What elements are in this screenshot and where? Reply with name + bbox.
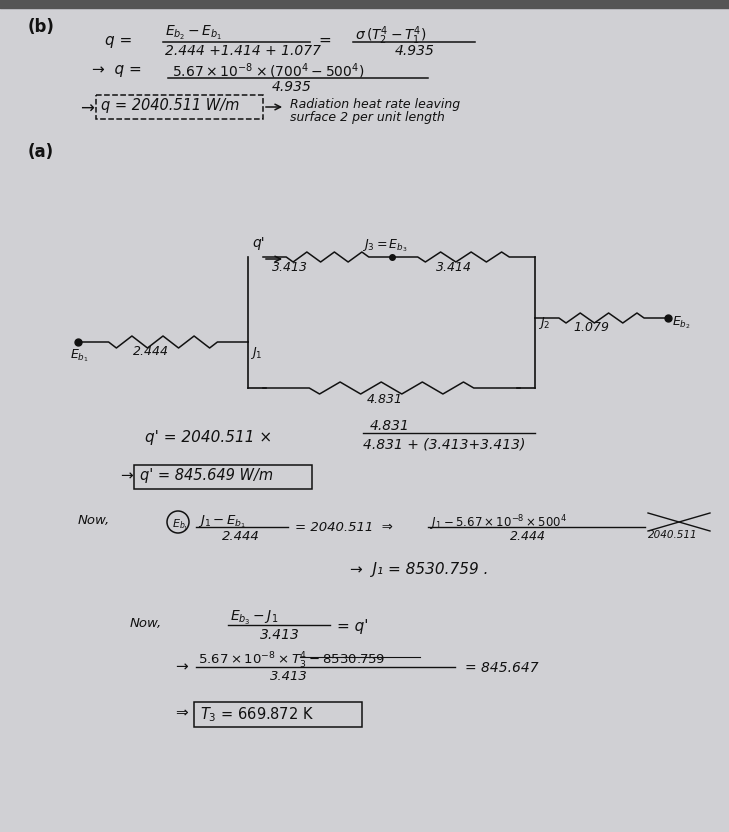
Text: 3.413: 3.413 [272,261,308,274]
Text: = q': = q' [337,619,368,634]
Text: $J_1 - E_{b_1}$: $J_1 - E_{b_1}$ [198,513,246,530]
Text: q': q' [252,236,265,250]
Text: →: → [175,659,188,674]
Text: $E_{b_2}$: $E_{b_2}$ [672,314,691,330]
Text: $J_2$: $J_2$ [538,315,550,331]
Text: ⇒: ⇒ [175,705,188,720]
Text: = 845.647: = 845.647 [465,661,539,675]
Text: (b): (b) [28,18,55,36]
Text: $5.67 \times10^{-8} \times \left(700^4 - 500^4\right)$: $5.67 \times10^{-8} \times \left(700^4 -… [172,61,364,81]
Text: 2.444: 2.444 [510,530,546,543]
Text: 3.414: 3.414 [436,261,472,274]
Text: surface 2 per unit length: surface 2 per unit length [290,111,445,124]
Text: 4.935: 4.935 [395,44,435,58]
Text: Now,: Now, [78,514,110,527]
Text: $J_3 = E_{b_3}$: $J_3 = E_{b_3}$ [362,237,408,254]
Text: q' = 2040.511 ×: q' = 2040.511 × [145,430,272,445]
Text: $J_1 - 5.67\times10^{-8}\times 500^4$: $J_1 - 5.67\times10^{-8}\times 500^4$ [430,513,567,532]
Text: =: = [318,33,331,48]
Text: 3.413: 3.413 [260,628,300,642]
Text: 4.831 + (3.413+3.413): 4.831 + (3.413+3.413) [363,437,526,451]
Text: 4.831: 4.831 [367,393,403,406]
Text: $E_{b_3} - J_1$: $E_{b_3} - J_1$ [230,609,278,627]
Text: →  J₁ = 8530.759 .: → J₁ = 8530.759 . [350,562,488,577]
Text: 2040.511: 2040.511 [648,530,698,540]
Text: $J_1$: $J_1$ [250,345,262,361]
Text: q' = 845.649 W/m: q' = 845.649 W/m [140,468,273,483]
Text: →  q =: → q = [92,62,141,77]
Text: 2.444: 2.444 [133,345,169,358]
Text: $T_3$ = 669.872 K: $T_3$ = 669.872 K [200,705,314,724]
Text: Radiation heat rate leaving: Radiation heat rate leaving [290,98,460,111]
Text: 4.935: 4.935 [272,80,312,94]
Text: = 2040.511  ⇒: = 2040.511 ⇒ [295,521,393,534]
Text: 2.444: 2.444 [222,530,260,543]
Text: 3.413: 3.413 [270,670,308,683]
Text: 4.831: 4.831 [370,419,410,433]
Text: $5.67\times10^{-8}\times T_3^4 - 8530.759$: $5.67\times10^{-8}\times T_3^4 - 8530.75… [198,651,385,671]
Text: Now,: Now, [130,617,163,630]
Text: 1.079: 1.079 [573,321,609,334]
Text: $E_{b_2} - E_{b_1}$: $E_{b_2} - E_{b_1}$ [165,24,222,42]
Text: q = 2040.511 W/m: q = 2040.511 W/m [101,98,239,113]
Text: →: → [120,468,133,483]
Text: (a): (a) [28,143,54,161]
Text: $E_{b_1}$: $E_{b_1}$ [70,347,89,364]
Text: 2.444 +1.414 + 1.077: 2.444 +1.414 + 1.077 [165,44,321,58]
Text: $E_{b_1}$: $E_{b_1}$ [172,518,189,533]
Text: $\sigma\,(T_2^4 - T_1^4)$: $\sigma\,(T_2^4 - T_1^4)$ [355,24,426,47]
Text: →: → [80,100,94,118]
Text: q =: q = [105,33,132,48]
